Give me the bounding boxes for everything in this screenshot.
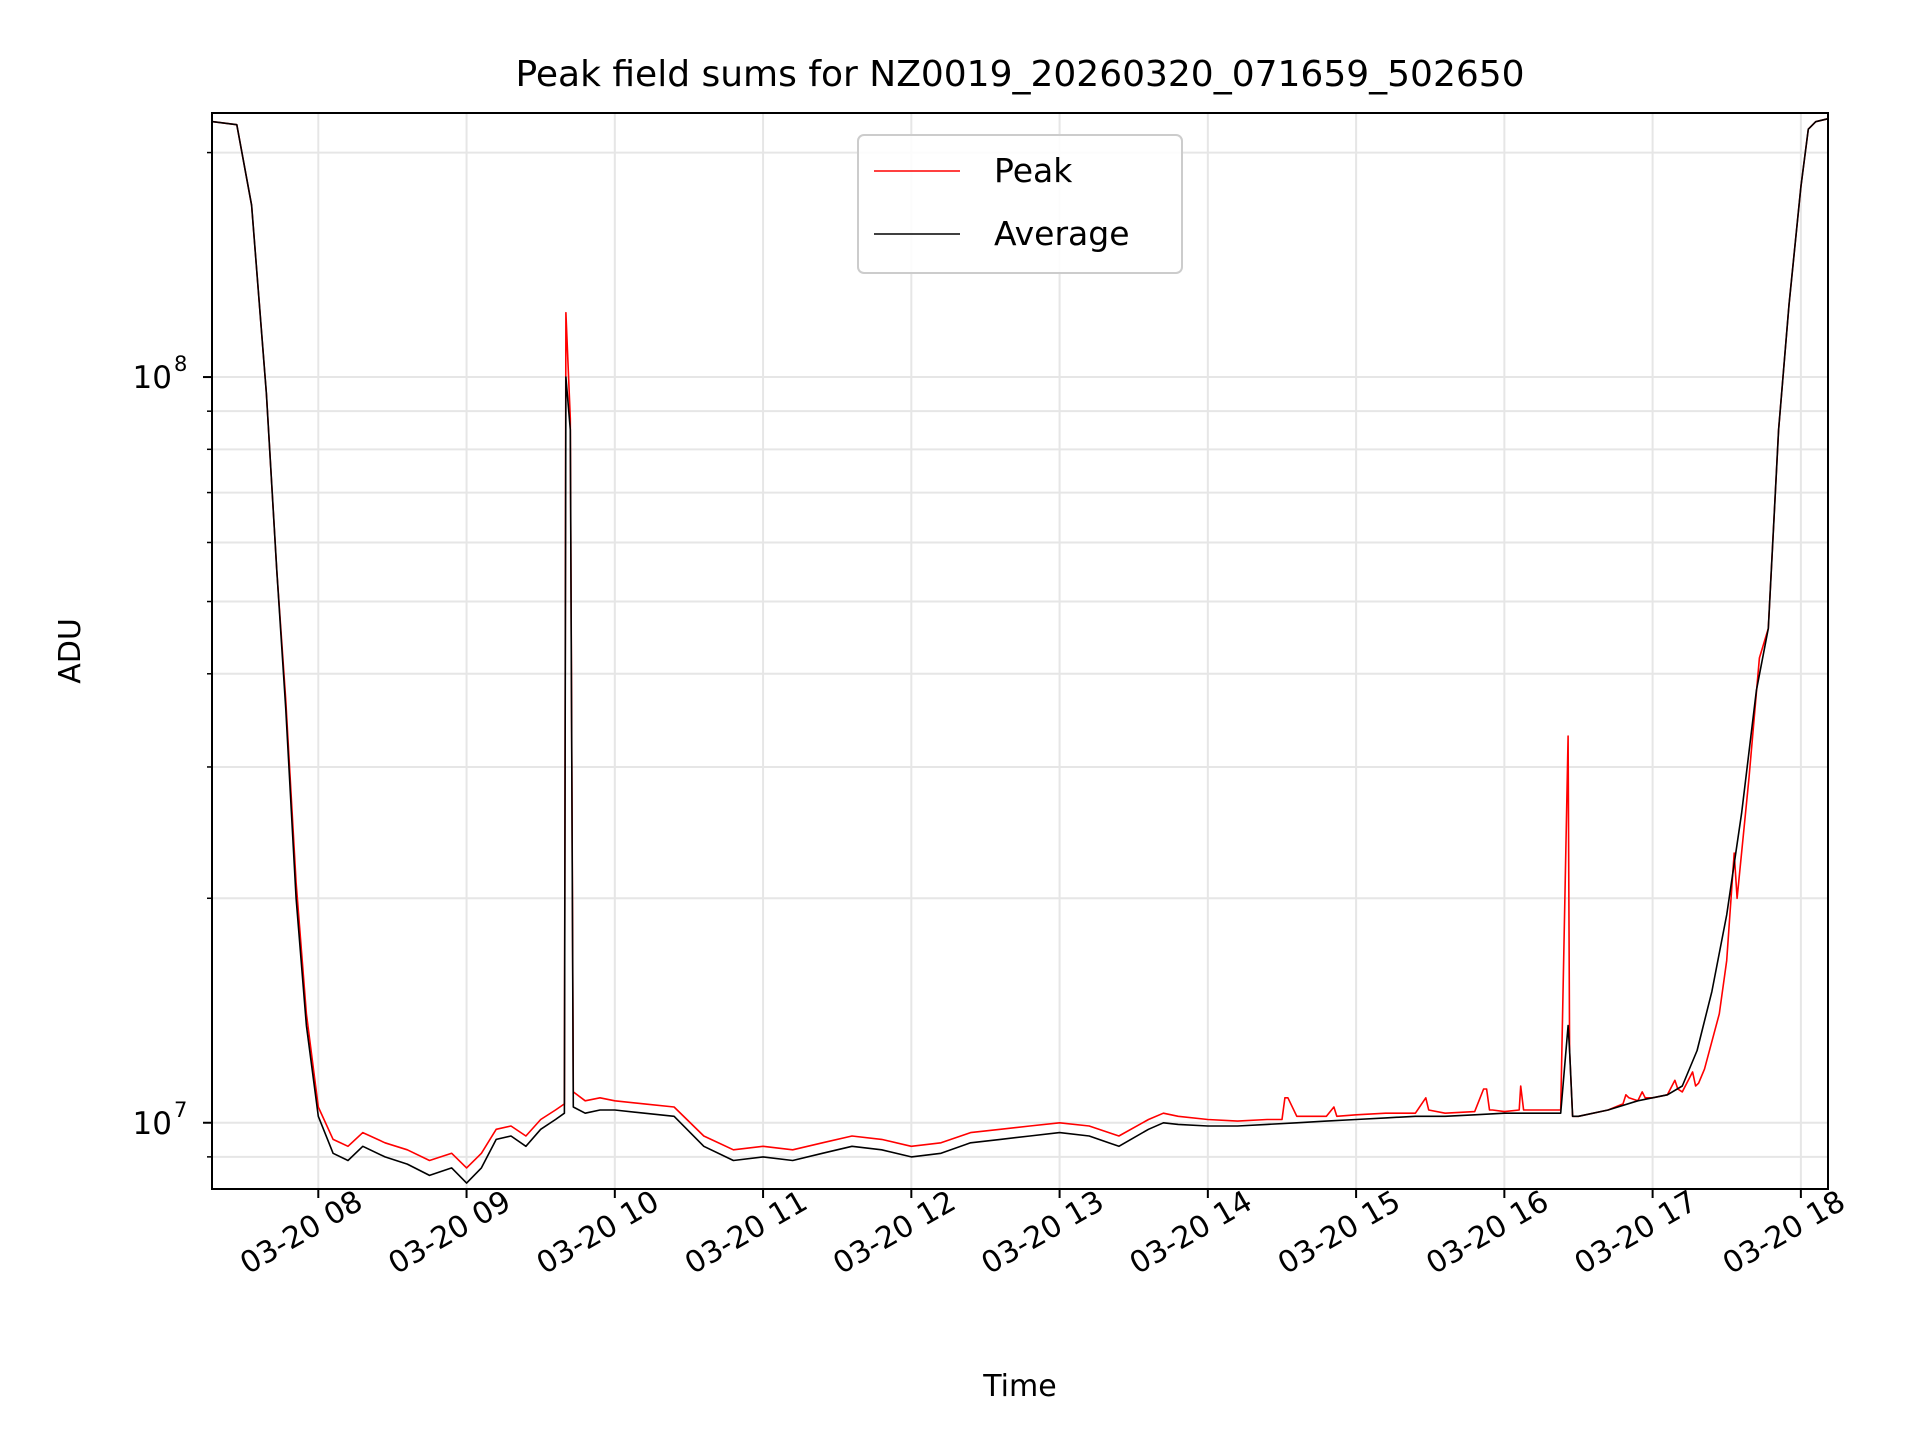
average-series-line xyxy=(212,118,1828,1184)
y-tick-label: 10 xyxy=(133,360,172,396)
grid-lines xyxy=(212,113,1828,1189)
y-tick-label-exponent: 8 xyxy=(174,352,187,376)
plot-area xyxy=(212,118,1828,1184)
y-axis-label: ADU xyxy=(53,618,88,684)
legend: Peak Average xyxy=(857,134,1183,274)
chart-title: Peak field sums for NZ0019_20260320_0716… xyxy=(515,54,1524,95)
axes-frame xyxy=(211,112,1829,1190)
legend-label-average: Average xyxy=(994,214,1130,253)
y-tick-label-exponent: 7 xyxy=(174,1098,187,1122)
y-tick-label: 10 xyxy=(133,1106,172,1142)
x-axis-label: Time xyxy=(982,1369,1056,1404)
legend-label-peak: Peak xyxy=(994,151,1073,190)
legend-box xyxy=(857,134,1183,274)
peak-series-line xyxy=(212,118,1828,1169)
